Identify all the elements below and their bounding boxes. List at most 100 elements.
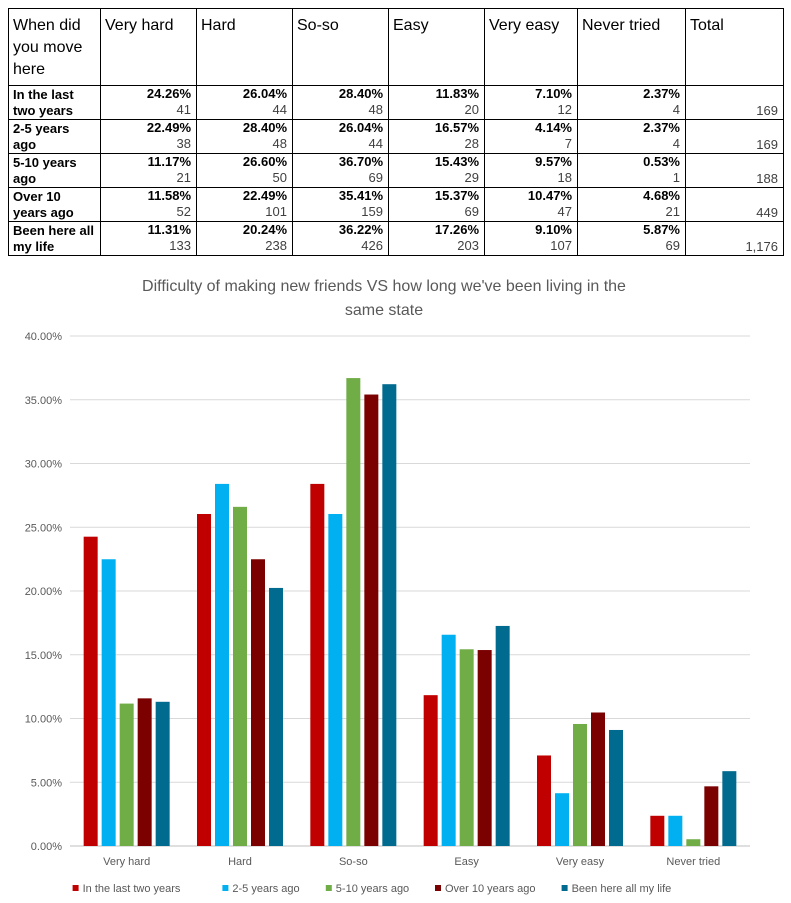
table-cell: 20.24% 238 xyxy=(196,221,293,256)
table-cell: 28.40% 48 xyxy=(196,119,293,154)
cell-count: 50 xyxy=(272,170,287,185)
cell-count: 159 xyxy=(361,204,383,219)
cell-count: 107 xyxy=(550,238,572,253)
cell-percent: 5.87% xyxy=(643,222,680,237)
legend-label: 2-5 years ago xyxy=(232,883,299,895)
table-cell: 7.10% 12 xyxy=(484,85,578,120)
legend-swatch xyxy=(72,885,79,891)
cell-count: 4 xyxy=(672,102,680,117)
legend-swatch xyxy=(325,885,332,891)
cell-count: 38 xyxy=(176,136,191,151)
cell-percent: 7.10% xyxy=(535,86,572,101)
header-hard: Hard xyxy=(196,8,293,86)
cell-percent: 36.70% xyxy=(338,154,383,169)
table-cell: 11.31% 133 xyxy=(100,221,197,256)
bar xyxy=(382,384,397,846)
gridlines xyxy=(70,335,750,847)
header-easy: Easy xyxy=(388,8,485,86)
cell-percent: 26.04% xyxy=(338,120,383,135)
bar xyxy=(722,771,737,846)
survey-table: When did you move here Very hard Hard So… xyxy=(8,8,784,256)
cell-percent: 0.53% xyxy=(643,154,680,169)
legend-swatch xyxy=(222,885,229,891)
cell-count: 4 xyxy=(672,136,680,151)
cell-count: 18 xyxy=(557,170,572,185)
legend-swatch xyxy=(561,885,568,891)
bar xyxy=(555,793,569,846)
cell-percent: 15.37% xyxy=(434,188,479,203)
cell-count: 238 xyxy=(265,238,287,253)
y-tick-label: 25.00% xyxy=(25,522,63,534)
cell-percent: 2.37% xyxy=(643,86,680,101)
cell-percent: 11.58% xyxy=(147,188,191,203)
table-row: In the last two years 24.26% 41 26.04% 44 28.… xyxy=(8,85,784,120)
cell-percent: 11.17% xyxy=(147,154,191,169)
cell-count: 41 xyxy=(176,102,191,117)
cell-percent: 22.49% xyxy=(242,188,287,203)
cell-percent: 24.26% xyxy=(146,86,191,101)
table-cell: 17.26% 203 xyxy=(388,221,485,256)
y-tick-label: 40.00% xyxy=(25,331,63,343)
cell-count: 69 xyxy=(464,204,479,219)
row-total: 1,176 xyxy=(685,221,784,256)
y-tick-label: 10.00% xyxy=(25,714,63,726)
cell-count: 29 xyxy=(464,170,479,185)
row-label: In the last two years xyxy=(8,85,101,120)
x-axis-ticks: Very hard Hard So-so Easy Very easy Never tri… xyxy=(103,856,720,868)
bar xyxy=(573,723,587,846)
cell-count: 48 xyxy=(368,102,383,117)
bars xyxy=(83,378,737,846)
bar xyxy=(609,729,623,846)
cell-count: 21 xyxy=(665,204,680,219)
cell-count: 101 xyxy=(265,204,287,219)
cell-percent: 22.49% xyxy=(146,120,191,135)
table-cell: 2.37% 4 xyxy=(577,119,686,154)
header-move-time: When did you move here xyxy=(8,8,101,86)
x-tick-label: Very easy xyxy=(556,856,605,868)
cell-count: 20 xyxy=(464,102,479,117)
x-tick-label: Hard xyxy=(228,856,252,868)
bar xyxy=(591,712,605,846)
table-cell: 26.04% 44 xyxy=(292,119,389,154)
table-cell: 4.68% 21 xyxy=(577,187,686,222)
cell-count: 28 xyxy=(464,136,479,151)
table-cell: 9.57% 18 xyxy=(484,153,578,188)
cell-percent: 4.14% xyxy=(535,120,572,135)
header-total: Total xyxy=(685,8,784,86)
cell-count: 426 xyxy=(361,238,383,253)
cell-percent: 9.10% xyxy=(535,222,572,237)
chart-title-line-1: Difficulty of making new friends VS how … xyxy=(142,278,626,295)
bar xyxy=(155,701,170,846)
row-label: 2-5 years ago xyxy=(8,119,101,154)
cell-count: 69 xyxy=(368,170,383,185)
row-label: 5-10 years ago xyxy=(8,153,101,188)
table-header-row: When did you move here Very hard Hard So… xyxy=(8,8,784,86)
bar xyxy=(119,703,134,846)
cell-count: 44 xyxy=(272,102,287,117)
y-tick-label: 0.00% xyxy=(31,841,62,853)
bar xyxy=(459,649,474,846)
cell-count: 133 xyxy=(169,238,191,253)
cell-percent: 15.43% xyxy=(434,154,479,169)
table-cell: 9.10% 107 xyxy=(484,221,578,256)
table-cell: 26.04% 44 xyxy=(196,85,293,120)
bar xyxy=(328,513,343,846)
table-row: 2-5 years ago 22.49% 38 28.40% 48 26.04% 44 16.… xyxy=(8,119,784,154)
x-tick-label: Very hard xyxy=(103,856,150,868)
bar xyxy=(364,394,379,846)
cell-count: 69 xyxy=(665,238,680,253)
table-row: 5-10 years ago 11.17% 21 26.60% 50 36.70% 69 15… xyxy=(8,153,784,188)
bar xyxy=(233,506,247,846)
cell-percent: 28.40% xyxy=(242,120,287,135)
bar xyxy=(686,839,701,846)
cell-count: 12 xyxy=(557,102,572,117)
cell-count: 52 xyxy=(176,204,191,219)
header-never-tried: Never tried xyxy=(577,8,686,86)
table-cell: 5.87% 69 xyxy=(577,221,686,256)
table-cell: 10.47% 47 xyxy=(484,187,578,222)
bar xyxy=(441,634,456,846)
x-tick-label: So-so xyxy=(339,856,368,868)
bar xyxy=(537,755,551,846)
bar xyxy=(668,815,683,846)
